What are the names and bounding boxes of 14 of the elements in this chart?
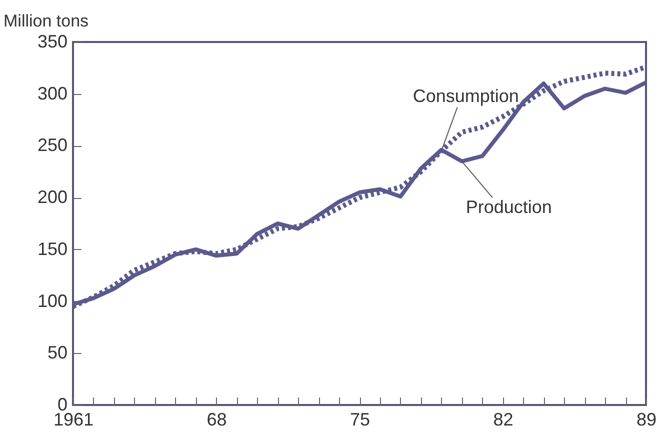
series-label: Production <box>466 196 552 217</box>
y-tick-label: 350 <box>37 32 68 52</box>
x-tick-label: 82 <box>493 410 514 430</box>
y-tick-label: 50 <box>47 342 68 363</box>
y-tick-label: 100 <box>37 290 68 311</box>
x-tick-label: 68 <box>206 410 227 430</box>
y-tick-label: 150 <box>37 238 68 259</box>
y-axis-title: Million tons <box>4 12 89 30</box>
y-tick-label: 300 <box>37 83 68 104</box>
x-tick-label: 89 <box>636 410 657 430</box>
y-tick-label: 200 <box>37 187 68 208</box>
series-label: Consumption <box>412 86 519 106</box>
x-tick-label: 75 <box>350 410 370 430</box>
y-tick-label: 250 <box>37 135 68 156</box>
